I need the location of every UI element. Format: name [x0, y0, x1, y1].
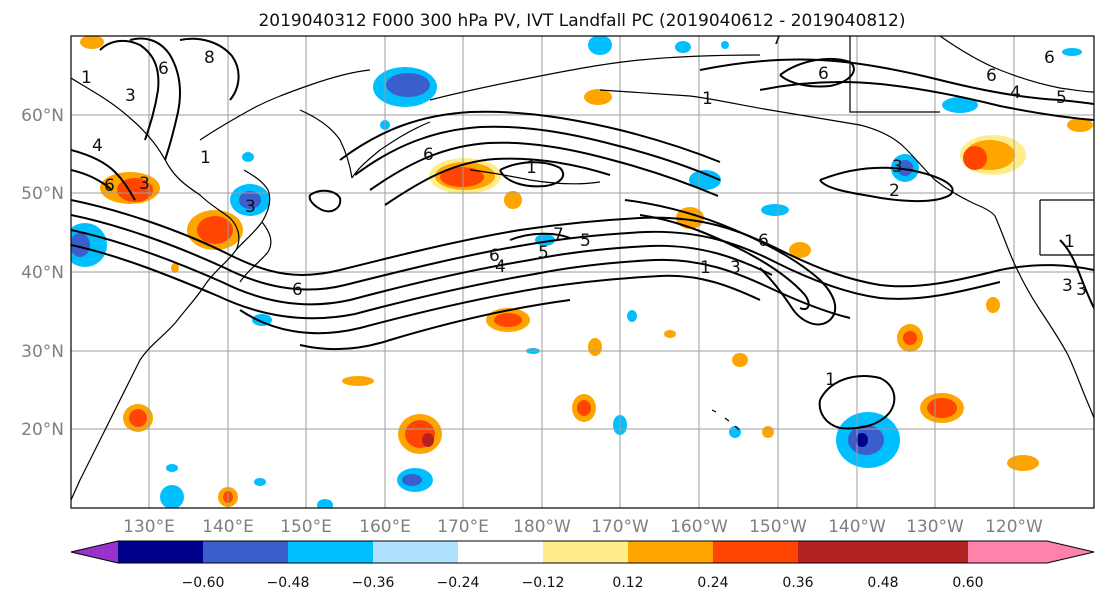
- contour-label: 1: [700, 258, 711, 278]
- lon-label: 130°E: [123, 517, 175, 537]
- lon-label: 140°W: [828, 517, 886, 537]
- colorbar-tick-label: 0.60: [952, 575, 983, 591]
- colorbar-segment: [373, 541, 458, 563]
- lon-label: 130°W: [906, 517, 964, 537]
- lon-label: 150°W: [749, 517, 807, 537]
- colorbar-tick-label: 0.48: [867, 575, 898, 591]
- contour-label: 6: [104, 176, 115, 196]
- lon-label: 180°W: [513, 517, 571, 537]
- contour-label: 6: [158, 59, 169, 79]
- contour-label: 5: [1056, 88, 1067, 108]
- contour-label: 3: [139, 174, 150, 194]
- contour-label: 3: [1076, 280, 1087, 300]
- colorbar-segment: [118, 541, 203, 563]
- lat-label: 50°N: [21, 184, 64, 204]
- contour-label: 6: [423, 145, 434, 165]
- colorbar-tick-label: 0.36: [782, 575, 813, 591]
- colorbar-extend-min: [71, 541, 118, 563]
- contour-label: 6: [818, 64, 829, 84]
- contour-label: 3: [125, 86, 136, 106]
- contour-label: 1: [526, 158, 537, 178]
- colorbar-outline: [70, 540, 1095, 564]
- lat-label: 20°N: [21, 420, 64, 440]
- lat-label: 30°N: [21, 342, 64, 362]
- contour-label: 1: [200, 148, 211, 168]
- lon-label: 150°E: [280, 517, 332, 537]
- colorbar-segment: [628, 541, 713, 563]
- lon-label: 160°E: [359, 517, 411, 537]
- lon-label: 140°E: [202, 517, 254, 537]
- colorbar-tick-label: −0.60: [182, 575, 225, 591]
- colorbar-tick-label: −0.36: [352, 575, 395, 591]
- contour-label: 1: [81, 68, 92, 88]
- colorbar-segment: [883, 541, 968, 563]
- lon-label: 120°W: [985, 517, 1043, 537]
- contour-label: 5: [538, 243, 549, 263]
- colorbar-ticks: −0.60 −0.48 −0.36 −0.24 −0.12 0.12 0.24 …: [182, 575, 984, 591]
- lon-label: 170°E: [437, 517, 489, 537]
- contour-label: 7: [772, 29, 783, 49]
- lon-label: 170°W: [591, 517, 649, 537]
- contour-label: 4: [92, 136, 103, 156]
- contour-label: 6: [489, 246, 500, 266]
- latitude-labels: 60°N 50°N 40°N 30°N 20°N: [21, 106, 64, 440]
- contour-label: 6: [758, 231, 769, 251]
- coastlines: [71, 36, 1094, 501]
- contour-label: 7: [553, 225, 564, 245]
- contour-label: 5: [580, 231, 591, 251]
- contour-label: 1: [702, 89, 713, 109]
- negative-anomaly: [71, 36, 1082, 508]
- colorbar: [70, 540, 1095, 564]
- contour-label: 1: [825, 370, 836, 390]
- colorbar-tick-label: −0.48: [267, 575, 310, 591]
- lon-label: 160°W: [670, 517, 728, 537]
- contour-label: 1: [1064, 232, 1075, 252]
- colorbar-segment: [713, 541, 798, 563]
- colorbar-tick-label: −0.24: [437, 575, 480, 591]
- colorbar-tick-label: 0.12: [612, 575, 643, 591]
- contour-label: 4: [1010, 83, 1021, 103]
- contour-label: 3: [730, 258, 741, 278]
- colorbar-segment: [203, 541, 288, 563]
- contour-label: 4: [495, 257, 506, 277]
- colorbar-tick-label: −0.12: [522, 575, 565, 591]
- lat-label: 40°N: [21, 263, 64, 283]
- colorbar-segment: [458, 541, 543, 563]
- contour-label: 3: [245, 197, 256, 217]
- pv-contours: [71, 37, 1094, 430]
- longitude-labels: 130°E 140°E 150°E 160°E 170°E 180°W 170°…: [123, 517, 1043, 537]
- map-frame: [70, 35, 1095, 509]
- contour-label: 3: [892, 157, 903, 177]
- colorbar-segment: [543, 541, 628, 563]
- contour-labels: 1 3 6 8 4 6 3 3 6 1 6 6 5 4 7 5 6 3 1 2 …: [81, 29, 1087, 390]
- contour-label: 3: [1062, 276, 1073, 296]
- colorbar-tick-label: 0.24: [697, 575, 728, 591]
- colorbar-segment: [798, 541, 883, 563]
- contour-label: 6: [292, 280, 303, 300]
- contour-label: 6: [1044, 48, 1055, 68]
- lat-label: 60°N: [21, 106, 64, 126]
- contour-label: 6: [986, 66, 997, 86]
- colorbar-segment: [288, 541, 373, 563]
- contour-label: 2: [889, 181, 900, 201]
- colorbar-extend-max-tip: [968, 541, 1094, 563]
- figure-title: 2019040312 F000 300 hPa PV, IVT Landfall…: [258, 11, 905, 31]
- contour-label: 8: [204, 48, 215, 68]
